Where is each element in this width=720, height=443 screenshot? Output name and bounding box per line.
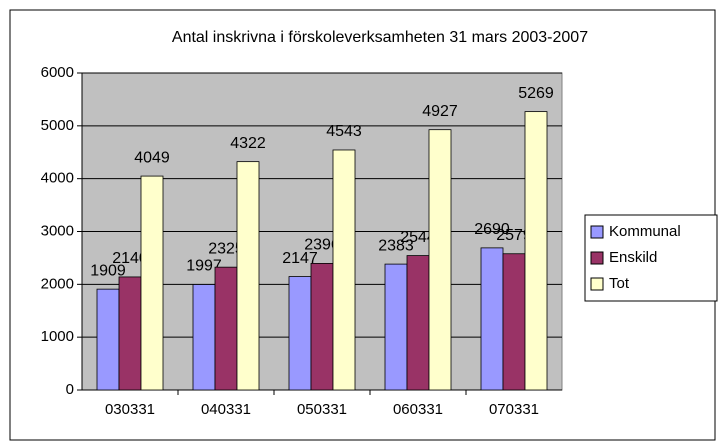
bar xyxy=(524,111,548,391)
data-label: 2396 xyxy=(304,237,340,254)
legend-label: Tot xyxy=(609,275,630,292)
y-tick-label: 6000 xyxy=(41,64,74,81)
bar xyxy=(332,149,356,391)
data-label: 2140 xyxy=(112,250,148,267)
bar xyxy=(384,263,408,391)
bar xyxy=(214,266,238,391)
bar xyxy=(480,247,504,391)
bar xyxy=(140,175,164,391)
data-label: 4322 xyxy=(230,135,266,152)
x-tick-label: 050331 xyxy=(297,401,347,418)
bar xyxy=(118,276,142,391)
bar xyxy=(502,253,526,391)
bar xyxy=(428,129,452,391)
bar xyxy=(406,255,430,391)
x-tick-label: 030331 xyxy=(105,401,155,418)
y-tick-label: 5000 xyxy=(41,117,74,134)
data-label: 2690 xyxy=(474,221,510,238)
y-tick-label: 4000 xyxy=(41,170,74,187)
bar xyxy=(96,288,120,391)
legend-box xyxy=(584,214,718,302)
data-label: 2544 xyxy=(400,229,436,246)
x-tick-label: 070331 xyxy=(489,401,539,418)
data-label: 4049 xyxy=(134,149,170,166)
bar xyxy=(310,263,334,391)
legend-label: Kommunal xyxy=(609,223,681,240)
legend-label: Enskild xyxy=(609,249,657,266)
bar xyxy=(236,161,260,391)
x-tick-label: 040331 xyxy=(201,401,251,418)
bar xyxy=(192,284,216,391)
data-label: 4543 xyxy=(326,123,362,140)
legend-swatch xyxy=(590,251,604,265)
data-label: 1909 xyxy=(90,262,126,279)
bar xyxy=(288,276,312,391)
data-label: 2325 xyxy=(208,240,244,257)
data-label: 4927 xyxy=(422,103,458,120)
legend-swatch xyxy=(590,277,604,291)
data-label: 2579 xyxy=(496,227,532,244)
legend-swatch xyxy=(590,225,604,239)
y-tick-label: 2000 xyxy=(41,275,74,292)
data-label: 2147 xyxy=(282,250,318,267)
chart-title: Antal inskrivna i förskoleverksamheten 3… xyxy=(172,29,588,46)
y-tick-label: 3000 xyxy=(41,222,74,239)
data-label: 1997 xyxy=(186,258,222,275)
y-tick-label: 1000 xyxy=(41,328,74,345)
x-tick-label: 060331 xyxy=(393,401,443,418)
data-label: 2383 xyxy=(378,237,414,254)
data-label: 5269 xyxy=(518,85,554,102)
y-tick-label: 0 xyxy=(66,381,74,398)
